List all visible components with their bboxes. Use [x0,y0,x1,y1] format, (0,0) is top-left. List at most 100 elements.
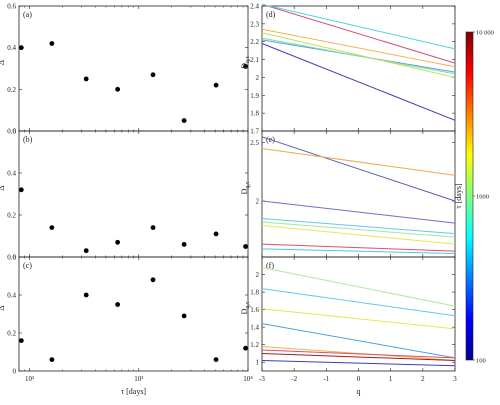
data-point [18,338,24,343]
y-tick-label: 2.2 [250,38,259,46]
data-point [181,242,187,247]
y-tick-label: 0 [13,254,17,262]
y-axis-label: Δ [0,185,6,190]
series-line [261,221,456,238]
axes-frame [18,130,249,258]
data-point [243,345,248,351]
x-tick-label: 10⁴ [243,375,253,383]
colorbar: 10 000 1000 100 τ [days] [454,30,494,365]
y-tick-label: 0.2 [7,330,16,338]
y-tick-label: 0.6 [7,128,16,136]
data-point [49,41,55,46]
data-point [115,86,121,92]
y-axis-label: Dq,τ [240,301,251,314]
panel-label: (d) [266,10,276,19]
series-line [261,352,456,361]
data-point [150,277,156,283]
panel-label: (b) [23,135,33,144]
y-tick-label: 2 [256,74,260,82]
y-tick-label: 1.8 [250,289,259,297]
data-point [243,244,248,249]
panel-c: 0 0.2 0.4 0.6 10² 10³ 10⁴ (c) Δτ [days] [0,254,253,397]
y-tick-label: 2 [256,271,260,279]
x-tick-label: -3 [259,375,265,383]
y-tick-label: 0.6 [7,254,16,262]
series-line [261,43,456,121]
series-line [261,3,456,50]
y-axis-label: Δ [0,305,6,310]
series-line [261,218,456,235]
colorbar-label: τ [days] [454,183,463,209]
series-line [261,349,456,359]
y-tick-label: 0 [13,128,17,136]
y-tick-label: 0.2 [7,212,16,220]
axes-frame [18,256,249,372]
y-tick-label: 1.7 [250,128,259,136]
series-line [261,32,456,78]
x-tick-label: 3 [453,375,457,383]
y-tick-label: 2 [256,198,260,206]
x-tick-label: 10³ [134,375,143,383]
x-tick-label: -2 [291,375,297,383]
x-axis-label: q [357,387,361,396]
data-point [213,82,219,88]
series-line [261,200,456,224]
colorbar-tick-label: 1000 [476,194,489,201]
y-tick-label: 1 [256,359,260,367]
series-line [261,248,456,254]
y-tick-label: 0.4 [7,292,16,300]
colorbar-tick-label: 10 000 [476,30,494,37]
data-point [213,231,219,237]
data-point [18,45,24,51]
y-tick-label: 1.8 [250,110,259,118]
series-line [261,28,456,68]
panel-d: 1.7 1.8 1.9 2 2.1 2.2 2.3 2.4 (d) Dq,τ [240,3,456,136]
y-tick-label: 0.2 [7,86,16,94]
panel-label: (f) [266,261,274,270]
series-line [261,148,456,176]
x-axis-label: τ [days] [121,387,147,396]
data-point [49,357,55,362]
panel-b: 0 0.2 0.4 0.6 (b) Δ [0,128,249,262]
y-axis-label: Δ [0,60,6,65]
x-tick-label: 10² [25,375,34,383]
y-tick-label: 0.4 [7,170,16,178]
data-point [243,64,248,69]
series-line [261,225,456,245]
data-point [83,248,89,254]
y-tick-label: 2.5 [250,139,259,147]
x-tick-label: 0 [357,375,361,383]
colorbar-tick-label: 100 [476,358,486,365]
series-line [261,308,456,330]
panel-f: 1 1.2 1.4 1.6 1.8 2 -3 -2 -1 0 1 2 3 (f) Dq,τ q [240,256,457,396]
data-point [150,225,156,231]
y-axis-label: Dq,τ [240,181,251,194]
axes-frame [261,130,456,258]
panel-a: 0 0.2 0.4 0.6 (a) Δ [0,3,249,136]
series-line [261,243,456,252]
y-tick-label: 0 [13,368,17,376]
data-point [181,118,187,123]
y-tick-label: 0.4 [7,44,16,52]
data-point [18,187,24,193]
data-point [181,313,187,319]
y-tick-label: 1.2 [250,341,259,349]
series-line [261,288,456,317]
data-point [150,72,156,78]
data-point [213,357,219,362]
data-point [83,292,89,298]
series-line [261,3,456,64]
series-line [261,267,456,307]
panel-label: (a) [23,10,32,19]
y-tick-label: 0.6 [7,3,16,11]
x-tick-label: 1 [389,375,393,383]
series-line [261,136,456,202]
data-point [83,76,89,82]
panel-label: (c) [23,261,32,270]
y-tick-label: 1.6 [250,306,259,314]
axes-frame [18,5,249,132]
y-tick-label: 2.4 [250,3,259,11]
y-tick-label: 1.9 [250,92,259,100]
data-point [115,239,121,245]
